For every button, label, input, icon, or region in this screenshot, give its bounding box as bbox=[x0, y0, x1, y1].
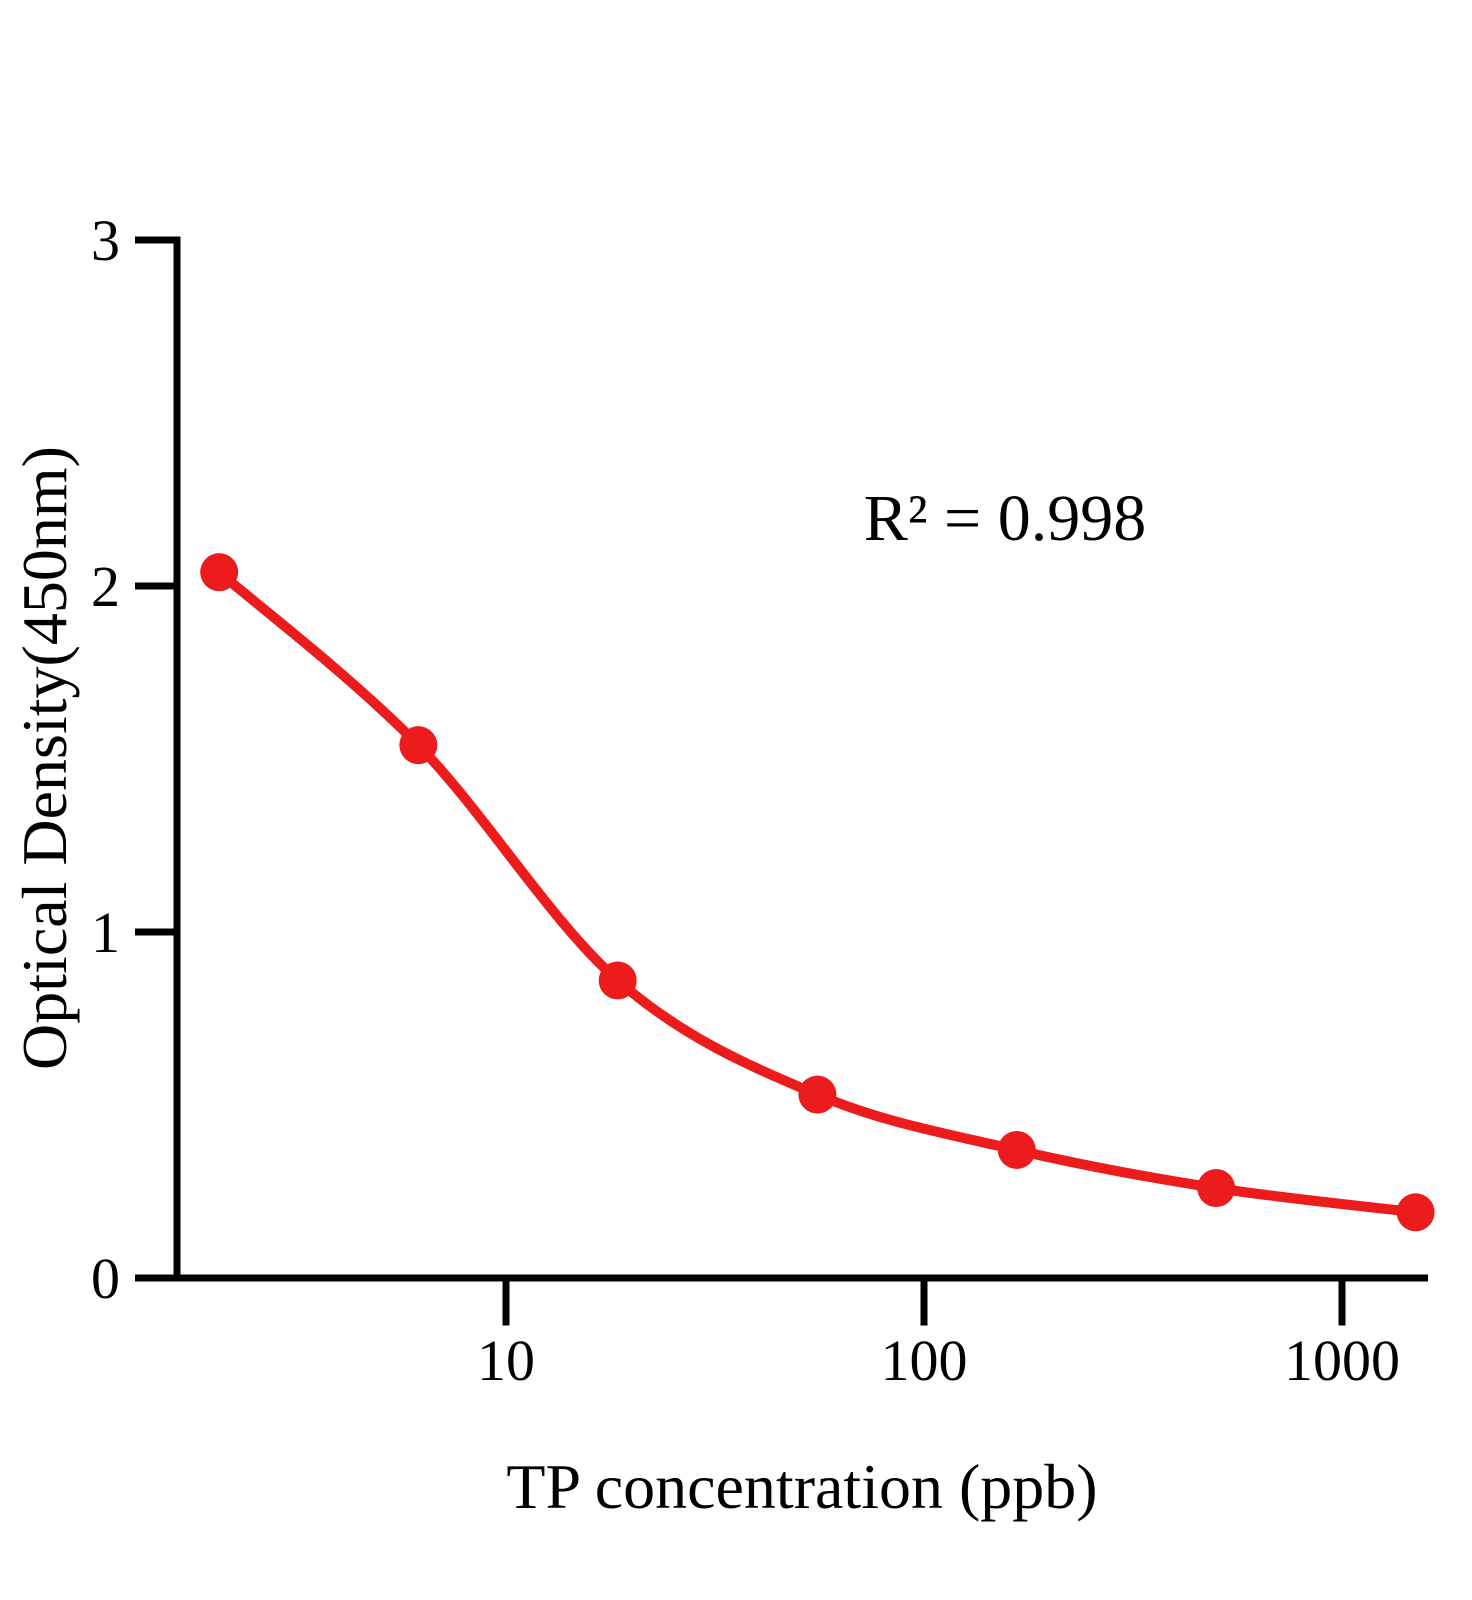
y-axis-title: Optical Density(450nm) bbox=[9, 446, 80, 1070]
y-axis-tick-label: 2 bbox=[91, 554, 120, 619]
data-point bbox=[997, 1130, 1036, 1169]
x-axis-tick-label: 100 bbox=[881, 1328, 968, 1393]
data-point bbox=[200, 553, 239, 592]
x-axis-title: TP concentration (ppb) bbox=[506, 1451, 1098, 1522]
data-point bbox=[1197, 1169, 1236, 1208]
x-axis-tick-label: 1000 bbox=[1284, 1328, 1400, 1393]
data-point bbox=[598, 961, 637, 1000]
r-squared-annotation: R² = 0.998 bbox=[863, 482, 1147, 555]
data-point bbox=[399, 726, 438, 765]
fitted-curve bbox=[214, 567, 1421, 1218]
y-axis-tick-label: 0 bbox=[91, 1246, 120, 1311]
data-point bbox=[1396, 1193, 1435, 1232]
data-point bbox=[798, 1075, 837, 1114]
y-axis-tick-label: 1 bbox=[91, 900, 120, 965]
y-axis-tick-label: 3 bbox=[91, 208, 120, 273]
x-axis-tick-label: 10 bbox=[477, 1328, 535, 1393]
